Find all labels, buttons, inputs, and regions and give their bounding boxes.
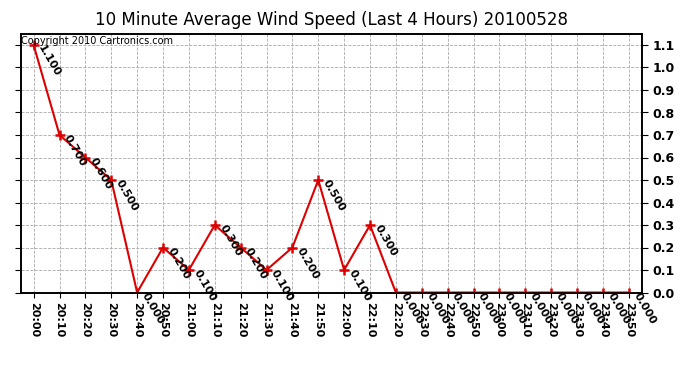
Text: Copyright 2010 Cartronics.com: Copyright 2010 Cartronics.com <box>21 36 173 46</box>
Text: 0.000: 0.000 <box>451 291 476 326</box>
Text: 0.500: 0.500 <box>321 178 347 213</box>
Text: 0.000: 0.000 <box>139 291 166 326</box>
Text: 0.300: 0.300 <box>217 223 244 258</box>
Text: 0.200: 0.200 <box>243 246 269 281</box>
Text: 0.700: 0.700 <box>62 133 88 168</box>
Text: 0.000: 0.000 <box>398 291 424 326</box>
Text: 0.000: 0.000 <box>424 291 451 326</box>
Text: 0.200: 0.200 <box>295 246 321 281</box>
Text: 0.500: 0.500 <box>114 178 140 213</box>
Text: 0.000: 0.000 <box>606 291 631 326</box>
Text: 0.000: 0.000 <box>631 291 658 326</box>
Text: 0.100: 0.100 <box>269 268 295 303</box>
Text: 0.000: 0.000 <box>580 291 606 326</box>
Text: 0.300: 0.300 <box>373 223 399 258</box>
Text: 0.200: 0.200 <box>166 246 192 281</box>
Text: 0.100: 0.100 <box>191 268 217 303</box>
Title: 10 Minute Average Wind Speed (Last 4 Hours) 20100528: 10 Minute Average Wind Speed (Last 4 Hou… <box>95 11 568 29</box>
Text: 0.000: 0.000 <box>476 291 502 326</box>
Text: 0.000: 0.000 <box>528 291 554 326</box>
Text: 0.600: 0.600 <box>88 156 114 191</box>
Text: 0.000: 0.000 <box>502 291 528 326</box>
Text: 0.000: 0.000 <box>554 291 580 326</box>
Text: 1.100: 1.100 <box>37 43 62 78</box>
Text: 0.100: 0.100 <box>346 268 373 303</box>
